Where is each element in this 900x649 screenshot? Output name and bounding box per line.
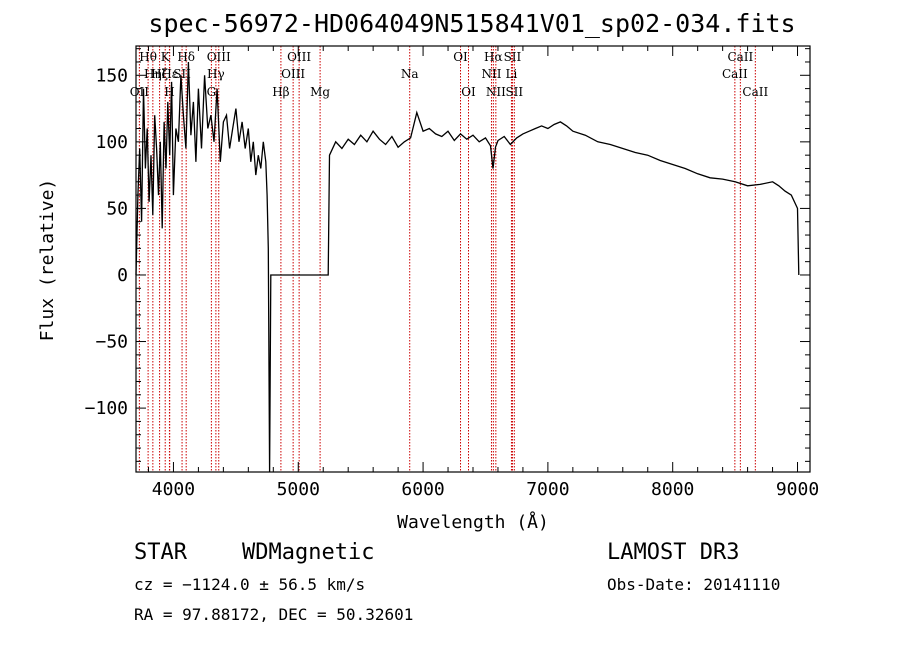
x-tick-label: 8000 <box>651 479 694 500</box>
spectral-line-label: NII <box>486 85 506 99</box>
chart-title: spec-56972-HD064049N515841V01_sp02-034.f… <box>148 9 795 38</box>
spectral-line-label: Hθ <box>139 50 157 64</box>
spectral-line-label: SII <box>505 85 523 99</box>
spectral-line-label: CaII <box>727 50 753 64</box>
spectral-line-markers <box>138 46 756 472</box>
survey-name: LAMOST DR3 <box>607 540 739 565</box>
redshift-velocity: cz = −1124.0 ± 56.5 km/s <box>134 575 365 594</box>
spectral-line-label: Hβ <box>272 85 289 99</box>
spectral-line-label: Hε <box>161 67 178 81</box>
spectral-line-label: OI <box>461 85 476 99</box>
y-axis-ticks: −100 −50 0 50 100 150 <box>85 48 810 462</box>
y-tick-label: 100 <box>95 132 128 153</box>
spectral-line-label: Mg <box>310 85 330 99</box>
spectral-line-label: Hα <box>484 50 503 64</box>
spectral-line-label: OII <box>130 85 150 99</box>
x-axis-ticks: 4000 5000 6000 7000 8000 9000 <box>147 46 819 500</box>
spectral-line-label: CaII <box>742 85 768 99</box>
spectral-line-label: OIII <box>281 67 305 81</box>
object-class: STAR <box>134 540 188 565</box>
spectral-line-label: Hγ <box>207 67 225 81</box>
x-tick-label: 6000 <box>401 479 444 500</box>
spectral-line-label: OIII <box>207 50 231 64</box>
spectral-line-label: G <box>207 85 217 99</box>
x-tick-label: 5000 <box>277 479 320 500</box>
spectral-line-label: OIII <box>287 50 311 64</box>
spectral-line-label: CaII <box>722 67 748 81</box>
object-subclass: WDMagnetic <box>242 540 374 565</box>
spectral-line-label: Li <box>506 67 518 81</box>
y-tick-label: 50 <box>106 198 128 219</box>
spectral-line-label: OI <box>453 50 468 64</box>
y-tick-label: −50 <box>95 332 128 353</box>
coordinates: RA = 97.88172, DEC = 50.32601 <box>134 605 413 624</box>
spectral-line-label: SII <box>504 50 522 64</box>
spectral-line-labels: HθHηOIIHζKHHεSIIHδGHγOIIIHβOIIIOIIIMgNaO… <box>130 50 769 99</box>
y-axis-label: Flux (relative) <box>37 179 58 342</box>
observation-date: Obs-Date: 20141110 <box>607 575 780 594</box>
spectral-line-label: K <box>161 50 171 64</box>
spectral-line-label: Hδ <box>177 50 195 64</box>
x-tick-label: 7000 <box>526 479 569 500</box>
x-tick-label: 9000 <box>776 479 819 500</box>
spectrum-line <box>135 61 800 473</box>
spectral-line-label: H <box>164 85 174 99</box>
x-tick-label: 4000 <box>152 479 195 500</box>
x-axis-label: Wavelength (Å) <box>397 511 549 533</box>
spectral-line-label: Hη <box>144 67 162 81</box>
spectral-line-label: NII <box>481 67 501 81</box>
y-tick-label: −100 <box>85 398 128 419</box>
y-tick-label: 150 <box>95 65 128 86</box>
spectral-line-label: Na <box>401 67 419 81</box>
plot-frame <box>135 45 811 473</box>
spectral-line-label: Hζ <box>151 67 168 81</box>
spectral-line-label: SII <box>173 67 191 81</box>
y-tick-label: 0 <box>117 265 128 286</box>
